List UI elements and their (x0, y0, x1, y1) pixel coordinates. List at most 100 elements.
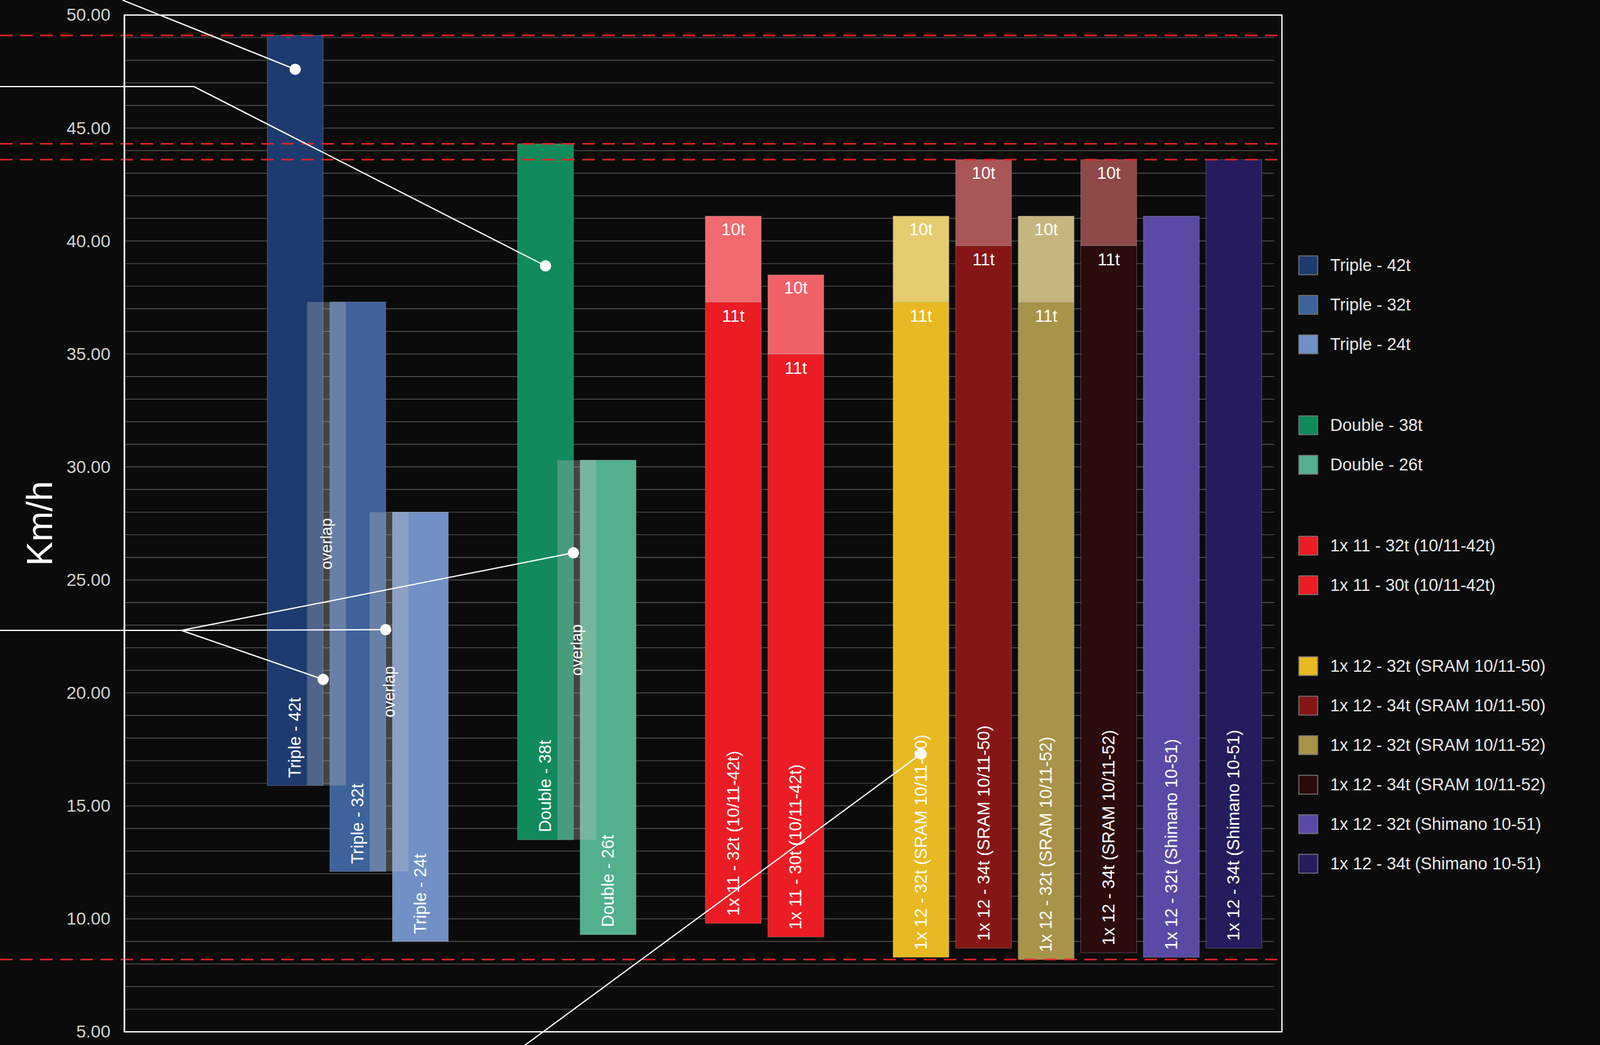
segment-label: 10t (909, 220, 934, 240)
overlap-label: overlap (317, 518, 336, 570)
y-tick-label: 45.00 (66, 118, 111, 139)
legend-swatch (1298, 815, 1318, 834)
bar-top-segment (1018, 216, 1075, 303)
bar-label: Double - 26t (598, 835, 618, 928)
segment-label: 11t (722, 306, 745, 326)
y-axis-line (124, 15, 126, 1033)
callout-dot (539, 260, 551, 272)
callout-leader (193, 86, 546, 267)
segment-label: 11t (1035, 306, 1058, 326)
callout-leader (0, 85, 194, 88)
callout-dot (567, 547, 580, 559)
segment-label: 10t (1096, 163, 1121, 183)
callout-leader (122, 0, 296, 70)
legend-swatch (1298, 536, 1318, 556)
overlap-label: overlap (567, 624, 586, 676)
grid (124, 15, 1275, 1033)
legend-swatch (1298, 455, 1318, 475)
bar (892, 301, 949, 958)
bar-label: Triple - 32t (348, 783, 368, 865)
overlap-band (306, 301, 346, 786)
bar (1205, 160, 1262, 949)
bar-top-segment (768, 274, 824, 354)
reference-line (0, 158, 1282, 161)
legend: Triple - 42t Triple - 32t Triple - 24t Doub… (1298, 256, 1546, 874)
plot-frame (124, 15, 1282, 1033)
bar (1018, 301, 1075, 960)
legend-swatch (1298, 335, 1318, 354)
legend-label: 1x 12 - 32t (SRAM 10/11-52) (1330, 736, 1546, 755)
legend-label: Triple - 42t (1330, 256, 1412, 275)
bar-label: 1x 11 - 32t (10/11-42t) (724, 751, 743, 917)
chart-container: Triple - 42t Triple - 32t Triple - 24t Doub… (0, 0, 1600, 1045)
y-tick-label: 40.00 (66, 231, 111, 251)
legend-label: Triple - 32t (1330, 295, 1412, 315)
bar-label: Triple - 24t (410, 853, 430, 935)
bar-top-segment (705, 216, 762, 303)
legend-label: Double - 26t (1330, 455, 1424, 475)
legend-swatch (1298, 736, 1318, 755)
y-tick: 10.00 (66, 909, 125, 929)
legend-label: 1x 12 - 32t (SRAM 10/11-50) (1330, 656, 1546, 676)
y-axis: 5.0010.0015.0020.0025.0030.0035.0040.004… (66, 5, 125, 1042)
y-tick-label: 15.00 (66, 796, 111, 816)
y-tick: 40.00 (66, 231, 125, 251)
bar (768, 353, 824, 937)
bar-label: Triple - 42t (286, 697, 305, 779)
y-tick: 50.00 (66, 5, 125, 25)
legend-swatch (1298, 576, 1318, 595)
legend-label: Triple - 24t (1330, 335, 1412, 354)
callout-leader (181, 629, 386, 631)
chart-svg: Triple - 42t Triple - 32t Triple - 24t Doub… (0, 0, 1600, 1045)
legend-label: 1x 12 - 32t (Shimano 10-51) (1330, 815, 1542, 834)
overlap-label: overlap (380, 666, 398, 718)
legend-swatch (1298, 696, 1318, 716)
bar-label: 1x 12 - 32t (SRAM 10/11-52) (1036, 737, 1056, 953)
y-tick-label: 30.00 (66, 457, 111, 477)
legend-swatch (1298, 854, 1318, 874)
bar (1143, 216, 1200, 959)
grid-line (124, 1008, 1275, 1010)
callout-dot (317, 673, 329, 686)
legend-swatch (1298, 656, 1318, 676)
legend-label: 1x 12 - 34t (SRAM 10/11-50) (1330, 696, 1546, 716)
legend-label: 1x 12 - 34t (Shimano 10-51) (1330, 854, 1542, 874)
callout-leader (181, 630, 324, 680)
legend-label: 1x 11 - 32t (10/11-42t) (1330, 536, 1496, 556)
y-tick: 45.00 (66, 118, 125, 139)
background (0, 0, 1600, 1045)
bar-label: 1x 12 - 32t (Shimano 10-51) (1162, 739, 1181, 950)
callout-dot (915, 748, 927, 760)
y-tick-label: 10.00 (66, 909, 111, 929)
y-tick-label: 5.00 (76, 1022, 112, 1042)
segment-label: 10t (721, 220, 746, 240)
callout-dot (289, 63, 302, 75)
bar (955, 245, 1012, 949)
legend-swatch (1298, 256, 1318, 275)
reference-lines (0, 35, 1282, 960)
segment-label: 11t (784, 358, 808, 378)
grid-line (124, 986, 1275, 987)
legend-swatch (1298, 775, 1318, 795)
bar (1081, 245, 1137, 953)
segment-label: 10t (1034, 220, 1059, 240)
bar-label: 1x 12 - 32t (SRAM 10/11-50) (911, 734, 931, 950)
reference-line (0, 34, 1282, 37)
y-tick-label: 20.00 (66, 683, 111, 703)
y-tick-label: 25.00 (66, 570, 111, 590)
y-tick: 20.00 (66, 683, 125, 703)
callout-dot (380, 624, 392, 636)
overlap-band (557, 460, 597, 841)
y-tick: 5.00 (76, 1022, 125, 1042)
y-tick: 25.00 (66, 570, 125, 590)
callout-leader (181, 552, 574, 631)
bar-label: 1x 12 - 34t (Shimano 10-51) (1224, 730, 1244, 942)
segment-label: 10t (784, 278, 809, 298)
bar-texts: Triple - 42t Triple - 32t Triple - 24t Doub… (286, 163, 1244, 953)
bar-label: Double - 38t (535, 739, 555, 833)
y-tick: 15.00 (66, 796, 125, 816)
y-axis-title: Km/h (18, 481, 60, 566)
overlap-band (369, 512, 409, 872)
callouts (0, 0, 927, 1045)
segment-label: 11t (972, 250, 996, 270)
